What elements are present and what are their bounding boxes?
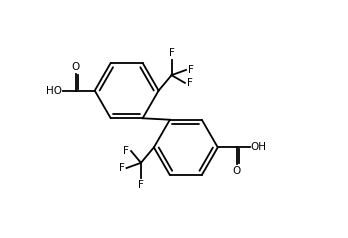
Text: HO: HO	[46, 86, 62, 96]
Text: F: F	[187, 78, 193, 88]
Text: F: F	[188, 65, 194, 75]
Text: F: F	[138, 180, 144, 190]
Text: F: F	[123, 146, 129, 156]
Text: OH: OH	[251, 142, 267, 152]
Text: O: O	[72, 62, 80, 72]
Text: O: O	[232, 166, 241, 176]
Text: F: F	[119, 163, 125, 173]
Text: F: F	[169, 48, 174, 58]
